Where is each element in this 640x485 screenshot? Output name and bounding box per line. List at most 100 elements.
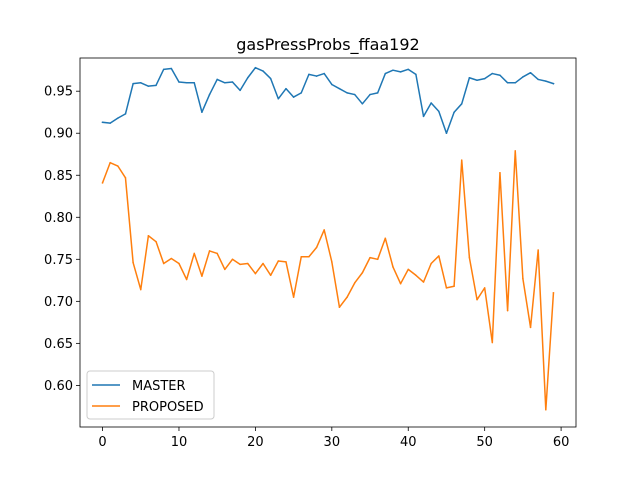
data-point-proposed-27 xyxy=(308,256,310,258)
data-point-master-27 xyxy=(308,73,310,76)
data-point-master-30 xyxy=(331,83,333,86)
legend-label-proposed: PROPOSED xyxy=(132,400,204,415)
data-point-master-45 xyxy=(445,132,448,134)
data-point-master-20 xyxy=(254,66,257,69)
series-line-master xyxy=(101,66,555,134)
x-tick-label-0: 0 xyxy=(98,435,106,450)
data-point-proposed-41 xyxy=(415,274,417,277)
data-point-master-21 xyxy=(262,70,264,72)
data-point-master-48 xyxy=(468,77,471,79)
data-point-master-36 xyxy=(376,92,379,94)
data-point-master-7 xyxy=(155,84,157,87)
data-point-proposed-26 xyxy=(300,256,302,258)
data-point-proposed-59 xyxy=(552,292,555,294)
data-point-proposed-24 xyxy=(285,261,287,263)
data-point-master-19 xyxy=(247,77,249,79)
data-point-master-32 xyxy=(346,92,348,94)
data-point-master-58 xyxy=(545,80,547,82)
data-point-master-29 xyxy=(323,72,325,75)
data-point-master-23 xyxy=(277,98,280,100)
data-point-master-28 xyxy=(315,75,318,77)
data-point-proposed-6 xyxy=(147,235,150,237)
data-point-proposed-46 xyxy=(453,285,455,287)
data-point-master-5 xyxy=(140,82,142,84)
data-point-proposed-11 xyxy=(185,278,188,281)
data-point-proposed-17 xyxy=(231,258,234,261)
x-tick-label-3: 30 xyxy=(324,435,341,450)
data-point-master-44 xyxy=(438,110,440,113)
y-tick-label-1: 0.65 xyxy=(44,337,73,352)
data-point-master-38 xyxy=(392,69,394,71)
data-point-proposed-47 xyxy=(460,159,463,161)
data-point-proposed-45 xyxy=(445,287,448,289)
data-point-proposed-10 xyxy=(178,262,180,265)
data-point-master-39 xyxy=(399,71,402,73)
series-proposed xyxy=(101,150,555,411)
x-tick-label-6: 60 xyxy=(553,435,570,450)
y-tick-label-2: 0.70 xyxy=(44,295,73,310)
data-point-proposed-7 xyxy=(155,240,157,243)
data-point-proposed-56 xyxy=(529,326,532,329)
data-point-master-10 xyxy=(178,81,180,83)
data-point-master-31 xyxy=(338,87,341,90)
data-point-proposed-48 xyxy=(468,256,471,259)
data-point-proposed-9 xyxy=(170,257,173,260)
data-point-master-14 xyxy=(208,93,211,96)
data-point-proposed-33 xyxy=(354,282,356,284)
data-point-master-33 xyxy=(354,93,356,96)
data-point-master-55 xyxy=(522,76,524,78)
y-tick-label-6: 0.90 xyxy=(44,127,73,142)
x-tick-label-2: 20 xyxy=(247,435,264,450)
data-point-proposed-25 xyxy=(292,296,295,298)
data-point-master-52 xyxy=(499,74,501,76)
data-point-master-56 xyxy=(529,71,532,74)
data-point-master-24 xyxy=(285,87,287,90)
data-point-proposed-36 xyxy=(376,258,379,261)
y-axis-ticks: 0.60 0.65 0.70 0.75 0.80 0.85 0.90 0.95 xyxy=(44,85,80,394)
data-point-master-51 xyxy=(491,72,494,75)
data-point-master-18 xyxy=(239,89,241,92)
data-point-proposed-40 xyxy=(407,268,409,271)
data-point-proposed-18 xyxy=(239,263,241,266)
chart-title: gasPressProbs_ffaa192 xyxy=(236,35,419,55)
x-axis-ticks: 0 10 20 30 40 50 60 xyxy=(98,427,569,450)
data-point-master-17 xyxy=(231,81,234,83)
data-point-master-6 xyxy=(147,85,150,87)
data-point-master-3 xyxy=(124,113,127,115)
data-point-proposed-15 xyxy=(216,252,218,255)
legend-label-master: MASTER xyxy=(132,379,186,394)
y-tick-label-3: 0.75 xyxy=(44,253,73,268)
data-point-master-15 xyxy=(216,78,218,81)
data-point-proposed-22 xyxy=(269,274,272,277)
data-point-master-50 xyxy=(483,77,486,80)
legend: MASTER PROPOSED xyxy=(86,370,215,420)
data-point-master-54 xyxy=(514,82,516,84)
data-point-master-12 xyxy=(193,82,196,84)
legend-box xyxy=(86,370,215,420)
data-point-master-11 xyxy=(185,82,188,84)
data-point-proposed-54 xyxy=(514,150,516,152)
data-point-proposed-52 xyxy=(499,171,501,174)
data-point-master-57 xyxy=(537,78,539,81)
data-point-master-46 xyxy=(453,111,455,113)
data-point-master-34 xyxy=(361,103,364,105)
data-point-proposed-8 xyxy=(162,262,165,265)
data-point-master-59 xyxy=(552,82,555,85)
data-point-proposed-32 xyxy=(346,296,348,298)
data-point-proposed-29 xyxy=(323,229,325,231)
data-point-master-41 xyxy=(415,73,417,76)
data-point-proposed-39 xyxy=(399,282,402,285)
data-point-proposed-38 xyxy=(392,266,394,268)
y-tick-label-4: 0.80 xyxy=(44,211,73,226)
data-point-proposed-16 xyxy=(224,268,226,271)
data-point-proposed-44 xyxy=(438,255,440,257)
data-point-master-42 xyxy=(422,115,425,118)
series-layer xyxy=(101,66,555,411)
data-point-master-25 xyxy=(292,96,295,98)
data-point-proposed-30 xyxy=(331,261,333,263)
plot-area xyxy=(80,58,576,427)
data-point-proposed-20 xyxy=(254,272,257,275)
data-point-master-53 xyxy=(506,82,509,84)
